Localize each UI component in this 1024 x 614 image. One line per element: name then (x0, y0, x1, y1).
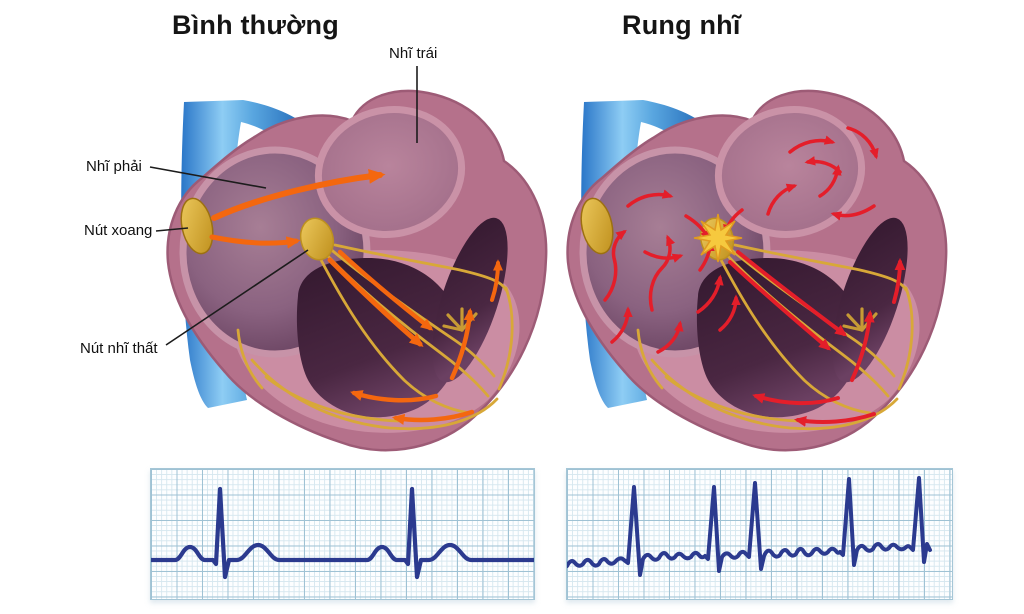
ecg-afib-trace (567, 476, 932, 577)
label-right-atrium: Nhĩ phải (86, 158, 142, 175)
label-left-atrium: Nhĩ trái (389, 45, 438, 62)
pointer-right-atrium (149, 166, 267, 189)
pointer-av-node (165, 249, 309, 346)
label-av-node: Nút nhĩ thất (80, 340, 158, 357)
title-normal: Bình thường (172, 10, 339, 40)
impulse-arrows-normal (209, 168, 503, 425)
ecg-normal-panel (150, 468, 535, 600)
title-afib: Rung nhĩ (622, 10, 741, 40)
heart-afib (568, 91, 947, 450)
heart-normal (168, 91, 547, 450)
label-pointer-lines (149, 66, 418, 346)
label-sinus-node: Nút xoang (84, 222, 153, 239)
fibrillation-starburst (693, 213, 743, 263)
ecg-normal-trace (151, 486, 534, 580)
pointer-sinus-node (155, 227, 189, 232)
ecg-afib-panel (566, 468, 953, 600)
